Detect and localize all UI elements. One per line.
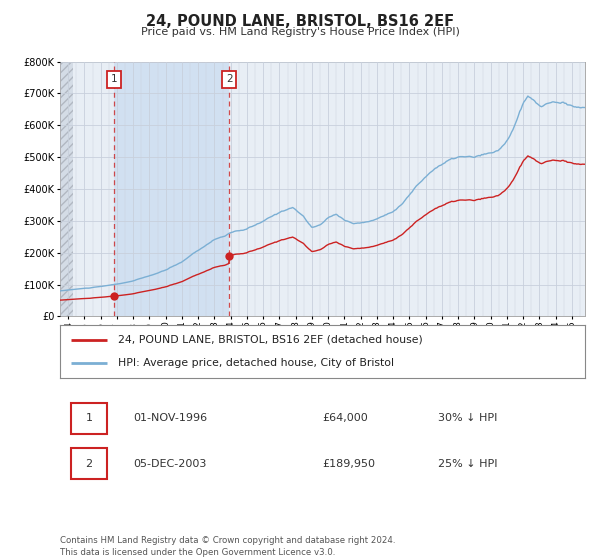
Text: 01-NOV-1996: 01-NOV-1996 [133, 413, 208, 423]
Text: 1: 1 [111, 74, 118, 85]
Text: 2: 2 [226, 74, 233, 85]
Text: 2: 2 [85, 459, 92, 469]
FancyBboxPatch shape [71, 403, 107, 434]
Text: 24, POUND LANE, BRISTOL, BS16 2EF: 24, POUND LANE, BRISTOL, BS16 2EF [146, 14, 454, 29]
Bar [114, 62, 229, 316]
Text: 24, POUND LANE, BRISTOL, BS16 2EF (detached house): 24, POUND LANE, BRISTOL, BS16 2EF (detac… [118, 335, 422, 345]
FancyBboxPatch shape [71, 448, 107, 479]
Text: 25% ↓ HPI: 25% ↓ HPI [438, 459, 497, 469]
Text: £64,000: £64,000 [323, 413, 368, 423]
Text: 1: 1 [85, 413, 92, 423]
Text: 30% ↓ HPI: 30% ↓ HPI [438, 413, 497, 423]
Text: HPI: Average price, detached house, City of Bristol: HPI: Average price, detached house, City… [118, 358, 394, 368]
Text: Contains HM Land Registry data © Crown copyright and database right 2024.
This d: Contains HM Land Registry data © Crown c… [60, 536, 395, 557]
Text: 05-DEC-2003: 05-DEC-2003 [133, 459, 207, 469]
Text: £189,950: £189,950 [323, 459, 376, 469]
Bar [60, 62, 73, 316]
Text: Price paid vs. HM Land Registry's House Price Index (HPI): Price paid vs. HM Land Registry's House … [140, 27, 460, 37]
